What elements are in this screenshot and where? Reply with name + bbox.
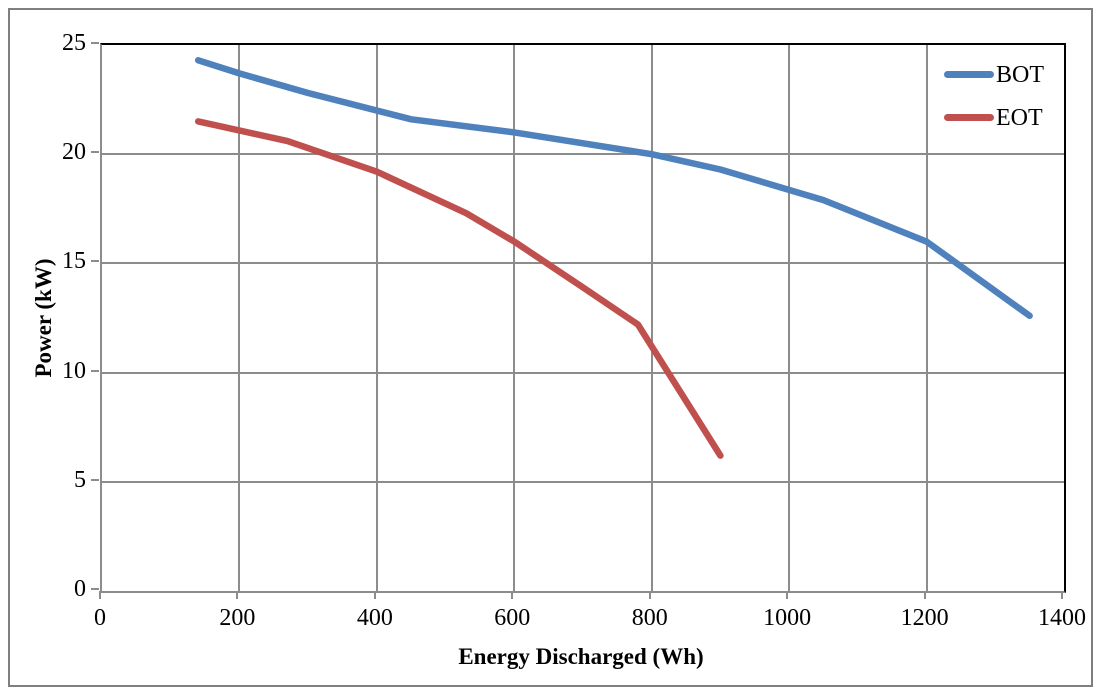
figure-border: BOT EOT 0 200 400 600 800 1000 1200 1400 0 5 10 15 2… (8, 8, 1093, 687)
x-gridline (925, 45, 928, 591)
y-axis-title: Power (kW) (31, 258, 56, 378)
x-gridline (788, 45, 791, 591)
y-tick-label: 5 (74, 466, 86, 493)
y-gridline (102, 371, 1064, 374)
y-tick-mark (91, 478, 99, 481)
y-tick-mark (91, 260, 99, 263)
y-tick-label: 15 (62, 248, 86, 275)
bot-line (194, 57, 1033, 320)
x-tick-label: 1400 (1038, 605, 1086, 631)
eot-line (194, 118, 724, 459)
y-tick-mark (91, 369, 99, 372)
x-tick-label: 1000 (763, 605, 812, 631)
bot-line-swatch (944, 71, 994, 78)
plot-area: BOT EOT (100, 43, 1066, 593)
x-gridline (375, 45, 378, 591)
legend-label-bot: BOT (996, 61, 1044, 88)
x-tick-mark (99, 591, 101, 599)
x-tick-mark (923, 591, 926, 599)
eot-line-swatch (944, 114, 994, 121)
x-tick-label: 600 (494, 605, 531, 631)
y-gridline (102, 480, 1064, 483)
x-tick-mark (786, 591, 789, 599)
y-tick-label: 0 (74, 576, 86, 602)
y-gridline (102, 153, 1064, 156)
x-tick-label: 1200 (900, 605, 949, 631)
x-tick-label: 800 (631, 605, 668, 631)
y-tick-label: 20 (62, 139, 86, 166)
y-tick-label: 10 (62, 357, 86, 384)
y-tick-mark (91, 42, 99, 44)
legend-label-eot: EOT (996, 104, 1043, 131)
x-tick-mark (236, 591, 239, 599)
x-gridline (513, 45, 516, 591)
x-tick-mark (511, 591, 514, 599)
legend: BOT EOT (944, 53, 1044, 139)
x-tick-label: 400 (356, 605, 393, 631)
x-tick-mark (373, 591, 376, 599)
y-tick-label: 25 (62, 30, 86, 56)
x-gridline (650, 45, 653, 591)
y-tick-mark (91, 151, 99, 154)
y-tick-mark (91, 588, 99, 590)
legend-item-bot: BOT (944, 53, 1044, 96)
legend-item-eot: EOT (944, 96, 1044, 139)
x-tick-label: 200 (219, 605, 256, 631)
x-tick-mark (1061, 591, 1063, 599)
series-plot (194, 57, 1033, 459)
y-gridline (102, 262, 1064, 265)
x-gridline (238, 45, 241, 591)
x-tick-label: 0 (94, 605, 106, 631)
x-tick-mark (648, 591, 651, 599)
x-axis-title: Energy Discharged (Wh) (458, 644, 704, 669)
